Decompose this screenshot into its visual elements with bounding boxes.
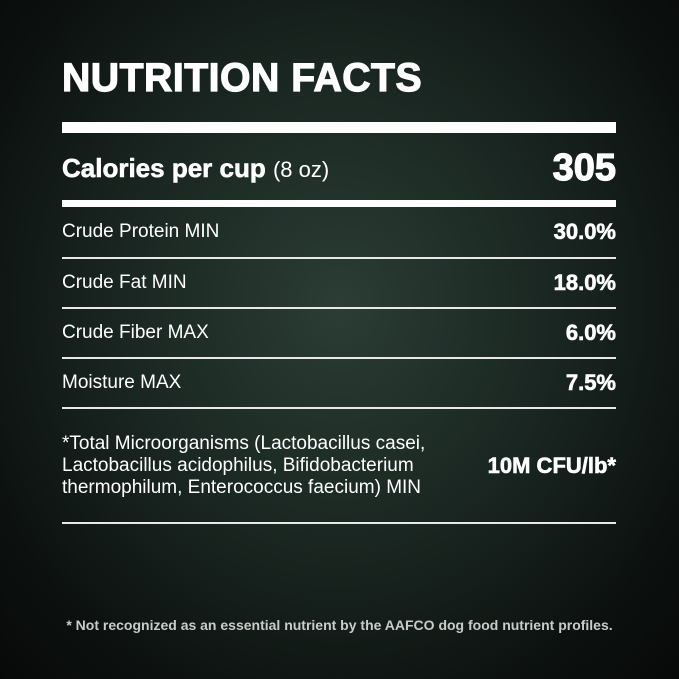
calories-row: Calories per cup (8 oz) 305 [62,140,617,196]
microorganisms-row: *Total Microorganisms (Lactobacillus cas… [62,413,616,519]
divider [62,307,616,309]
nutrient-value: 6.0% [565,320,617,346]
divider [62,522,616,524]
nutrient-label: Crude Fat MIN [62,272,187,293]
microorganisms-label: *Total Microorganisms (Lactobacillus cas… [62,433,426,498]
nutrient-label: Crude Protein MIN [62,221,220,242]
divider [62,257,616,259]
nutrient-value: 30.0% [553,219,616,245]
divider [62,200,616,207]
nutrient-value: 7.5% [565,370,617,396]
calories-unit: (8 oz) [272,156,330,182]
nutrient-row: Crude Fiber MAX 6.0% [62,309,616,357]
nutrient-row: Crude Protein MIN 30.0% [62,207,616,257]
divider [62,357,616,359]
nutrient-label: Moisture MAX [62,372,182,393]
nutrient-row: Moisture MAX 7.5% [62,359,616,407]
nutrient-value: 18.0% [553,270,616,296]
page-title: NUTRITION FACTS [61,55,423,100]
divider [62,122,616,133]
nutrient-row: Crude Fat MIN 18.0% [62,259,616,307]
calories-value: 305 [552,146,617,189]
microorganisms-value: 10M CFU/lb* [487,453,616,479]
divider [62,407,616,409]
nutrient-label: Crude Fiber MAX [62,322,209,343]
calories-label: Calories per cup [62,152,266,183]
footnote: * Not recognized as an essential nutrien… [66,617,613,633]
